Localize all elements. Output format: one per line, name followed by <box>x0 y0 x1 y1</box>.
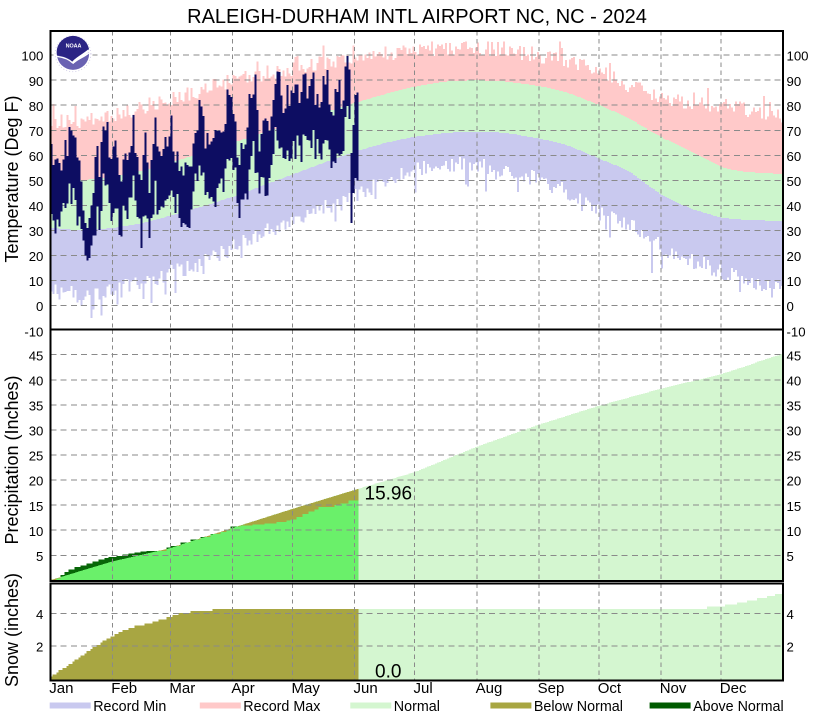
svg-text:70: 70 <box>29 124 44 139</box>
svg-text:90: 90 <box>787 74 802 89</box>
svg-text:Record Min: Record Min <box>93 699 166 715</box>
svg-text:Jan: Jan <box>49 680 73 697</box>
svg-text:30: 30 <box>29 424 44 439</box>
svg-text:50: 50 <box>787 174 802 189</box>
svg-text:20: 20 <box>787 474 802 489</box>
svg-text:Jun: Jun <box>354 680 378 697</box>
svg-text:Snow (inches): Snow (inches) <box>2 573 22 687</box>
svg-text:Apr: Apr <box>231 680 254 697</box>
svg-text:Feb: Feb <box>111 680 137 697</box>
svg-text:4: 4 <box>787 607 794 622</box>
svg-text:10: 10 <box>787 524 802 539</box>
svg-text:40: 40 <box>29 199 44 214</box>
svg-text:2: 2 <box>36 640 43 655</box>
svg-text:Record Max: Record Max <box>243 699 320 715</box>
svg-text:-10: -10 <box>24 324 43 339</box>
svg-text:40: 40 <box>787 199 802 214</box>
svg-text:80: 80 <box>787 99 802 114</box>
svg-text:4: 4 <box>36 607 43 622</box>
svg-text:80: 80 <box>29 99 44 114</box>
svg-text:Nov: Nov <box>660 680 687 697</box>
svg-text:Below Normal: Below Normal <box>534 699 623 715</box>
svg-text:40: 40 <box>787 373 802 388</box>
svg-text:100: 100 <box>21 49 43 64</box>
svg-text:20: 20 <box>787 249 802 264</box>
svg-text:100: 100 <box>787 49 809 64</box>
svg-text:Aug: Aug <box>476 680 503 697</box>
svg-text:40: 40 <box>29 373 44 388</box>
svg-text:10: 10 <box>787 274 802 289</box>
svg-text:Temperature (Deg F): Temperature (Deg F) <box>2 95 22 262</box>
svg-text:0: 0 <box>36 299 43 314</box>
svg-text:90: 90 <box>29 74 44 89</box>
svg-text:30: 30 <box>29 224 44 239</box>
svg-text:35: 35 <box>787 399 802 414</box>
svg-text:10: 10 <box>29 274 44 289</box>
svg-text:0.0: 0.0 <box>375 662 401 683</box>
svg-text:15: 15 <box>787 499 802 514</box>
svg-text:45: 45 <box>787 348 802 363</box>
svg-text:May: May <box>292 680 321 697</box>
svg-text:Sep: Sep <box>538 680 565 697</box>
svg-text:0: 0 <box>787 299 794 314</box>
svg-text:30: 30 <box>787 224 802 239</box>
svg-text:25: 25 <box>29 449 44 464</box>
svg-text:50: 50 <box>29 174 44 189</box>
svg-text:30: 30 <box>787 424 802 439</box>
svg-text:Above Normal: Above Normal <box>693 699 784 715</box>
svg-text:Oct: Oct <box>598 680 622 697</box>
svg-text:2: 2 <box>787 640 794 655</box>
svg-text:Precipitation (Inches): Precipitation (Inches) <box>2 375 22 544</box>
svg-text:5: 5 <box>787 549 794 564</box>
svg-text:20: 20 <box>29 474 44 489</box>
svg-text:60: 60 <box>29 149 44 164</box>
svg-text:Jul: Jul <box>414 680 433 697</box>
svg-text:NOAA: NOAA <box>66 43 82 49</box>
svg-text:70: 70 <box>787 124 802 139</box>
svg-text:15.96: 15.96 <box>365 484 413 505</box>
svg-text:60: 60 <box>787 149 802 164</box>
svg-text:Normal: Normal <box>394 699 440 715</box>
svg-text:35: 35 <box>29 399 44 414</box>
svg-text:15: 15 <box>29 499 44 514</box>
svg-text:RALEIGH-DURHAM INTL AIRPORT NC: RALEIGH-DURHAM INTL AIRPORT NC, NC - 202… <box>187 6 647 28</box>
svg-text:Dec: Dec <box>720 680 747 697</box>
svg-text:45: 45 <box>29 348 44 363</box>
svg-text:-10: -10 <box>787 324 806 339</box>
svg-text:25: 25 <box>787 449 802 464</box>
svg-text:Mar: Mar <box>169 680 195 697</box>
svg-text:5: 5 <box>36 549 43 564</box>
svg-text:20: 20 <box>29 249 44 264</box>
svg-text:10: 10 <box>29 524 44 539</box>
